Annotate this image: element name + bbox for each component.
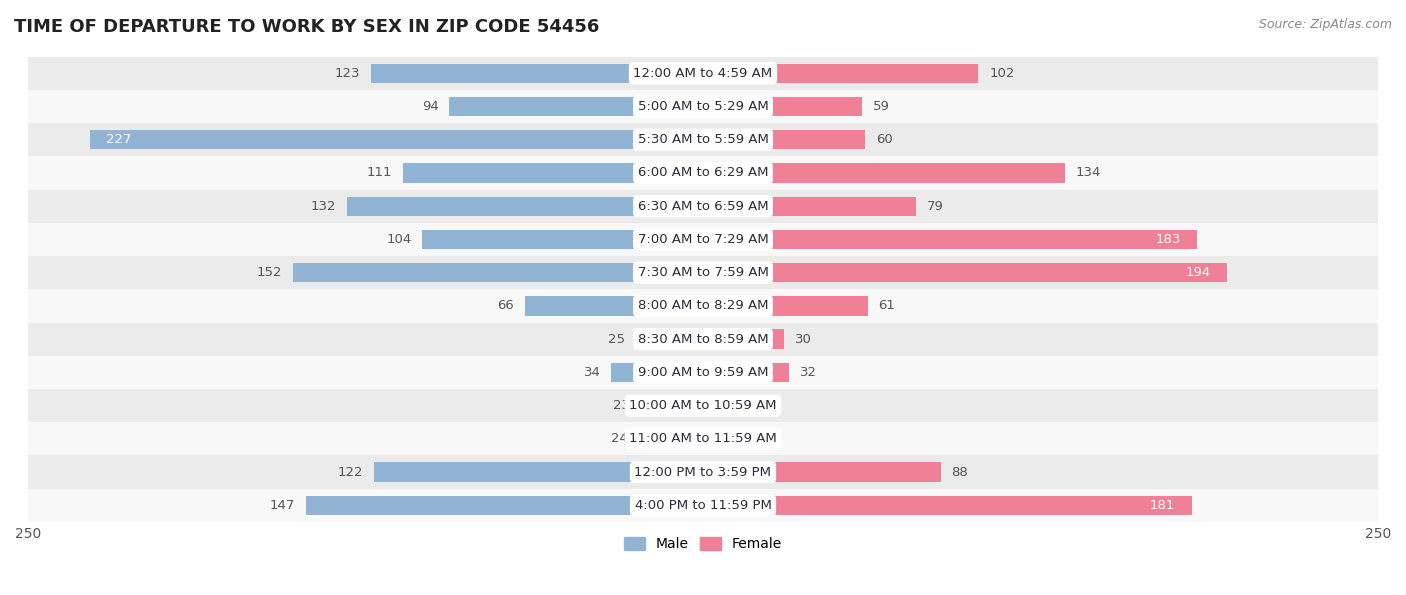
Text: 59: 59 (873, 100, 890, 113)
Text: 227: 227 (107, 133, 132, 146)
Text: 102: 102 (990, 67, 1015, 80)
Text: 30: 30 (794, 333, 811, 346)
Text: 12:00 AM to 4:59 AM: 12:00 AM to 4:59 AM (634, 67, 772, 80)
Bar (703, 164, 1064, 183)
Bar (450, 97, 703, 116)
Text: 5:00 AM to 5:29 AM: 5:00 AM to 5:29 AM (638, 100, 768, 113)
Bar (636, 330, 703, 349)
Text: 88: 88 (952, 465, 969, 478)
Bar (28, 190, 1378, 223)
Text: 24: 24 (610, 433, 627, 445)
Text: 111: 111 (367, 167, 392, 180)
Bar (28, 455, 1378, 488)
Bar (703, 296, 868, 315)
Bar (703, 130, 865, 149)
Bar (422, 230, 703, 249)
Bar (28, 156, 1378, 190)
Bar (703, 263, 1226, 282)
Text: 66: 66 (498, 299, 515, 312)
Text: 181: 181 (1150, 499, 1175, 512)
Bar (703, 97, 862, 116)
Text: 60: 60 (876, 133, 893, 146)
Text: 6:00 AM to 6:29 AM: 6:00 AM to 6:29 AM (638, 167, 768, 180)
Bar (28, 256, 1378, 289)
Text: TIME OF DEPARTURE TO WORK BY SEX IN ZIP CODE 54456: TIME OF DEPARTURE TO WORK BY SEX IN ZIP … (14, 18, 599, 36)
Text: 12:00 PM to 3:59 PM: 12:00 PM to 3:59 PM (634, 465, 772, 478)
Bar (703, 363, 789, 382)
Bar (292, 263, 703, 282)
Bar (703, 462, 941, 482)
Text: 10:00 AM to 10:59 AM: 10:00 AM to 10:59 AM (630, 399, 776, 412)
Bar (28, 57, 1378, 90)
Text: 8:30 AM to 8:59 AM: 8:30 AM to 8:59 AM (638, 333, 768, 346)
Bar (28, 356, 1378, 389)
Text: 152: 152 (256, 266, 281, 279)
Text: 4: 4 (724, 399, 733, 412)
Bar (374, 462, 703, 482)
Bar (638, 429, 703, 449)
Bar (524, 296, 703, 315)
Bar (307, 496, 703, 515)
Text: 34: 34 (583, 366, 600, 379)
Text: 4:00 PM to 11:59 PM: 4:00 PM to 11:59 PM (634, 499, 772, 512)
Text: 147: 147 (270, 499, 295, 512)
Text: 8:00 AM to 8:29 AM: 8:00 AM to 8:29 AM (638, 299, 768, 312)
Text: 104: 104 (387, 233, 412, 246)
Text: 194: 194 (1185, 266, 1211, 279)
Text: 5:30 AM to 5:59 AM: 5:30 AM to 5:59 AM (637, 133, 769, 146)
Text: 123: 123 (335, 67, 360, 80)
Bar (28, 289, 1378, 322)
Text: 9:00 AM to 9:59 AM: 9:00 AM to 9:59 AM (638, 366, 768, 379)
Text: 134: 134 (1076, 167, 1101, 180)
Bar (703, 396, 714, 415)
Text: 25: 25 (607, 333, 624, 346)
Bar (703, 230, 1197, 249)
Bar (404, 164, 703, 183)
Bar (28, 422, 1378, 455)
Bar (703, 64, 979, 83)
Text: 6: 6 (730, 433, 738, 445)
Text: 132: 132 (311, 200, 336, 212)
Bar (28, 322, 1378, 356)
Bar (347, 196, 703, 216)
Bar (703, 496, 1192, 515)
Text: 23: 23 (613, 399, 630, 412)
Text: 79: 79 (927, 200, 943, 212)
Text: 61: 61 (879, 299, 896, 312)
Bar (28, 488, 1378, 522)
Bar (28, 123, 1378, 156)
Legend: Male, Female: Male, Female (619, 532, 787, 557)
Bar (28, 223, 1378, 256)
Bar (641, 396, 703, 415)
Text: 122: 122 (337, 465, 363, 478)
Text: 183: 183 (1156, 233, 1181, 246)
Bar (612, 363, 703, 382)
Bar (703, 330, 785, 349)
Text: 6:30 AM to 6:59 AM: 6:30 AM to 6:59 AM (638, 200, 768, 212)
Bar (90, 130, 703, 149)
Bar (703, 196, 917, 216)
Bar (28, 90, 1378, 123)
Bar (28, 389, 1378, 422)
Text: 7:00 AM to 7:29 AM: 7:00 AM to 7:29 AM (638, 233, 768, 246)
Bar (371, 64, 703, 83)
Text: 32: 32 (800, 366, 817, 379)
Bar (703, 429, 720, 449)
Text: 11:00 AM to 11:59 AM: 11:00 AM to 11:59 AM (628, 433, 778, 445)
Text: 94: 94 (422, 100, 439, 113)
Text: 7:30 AM to 7:59 AM: 7:30 AM to 7:59 AM (637, 266, 769, 279)
Text: Source: ZipAtlas.com: Source: ZipAtlas.com (1258, 18, 1392, 31)
